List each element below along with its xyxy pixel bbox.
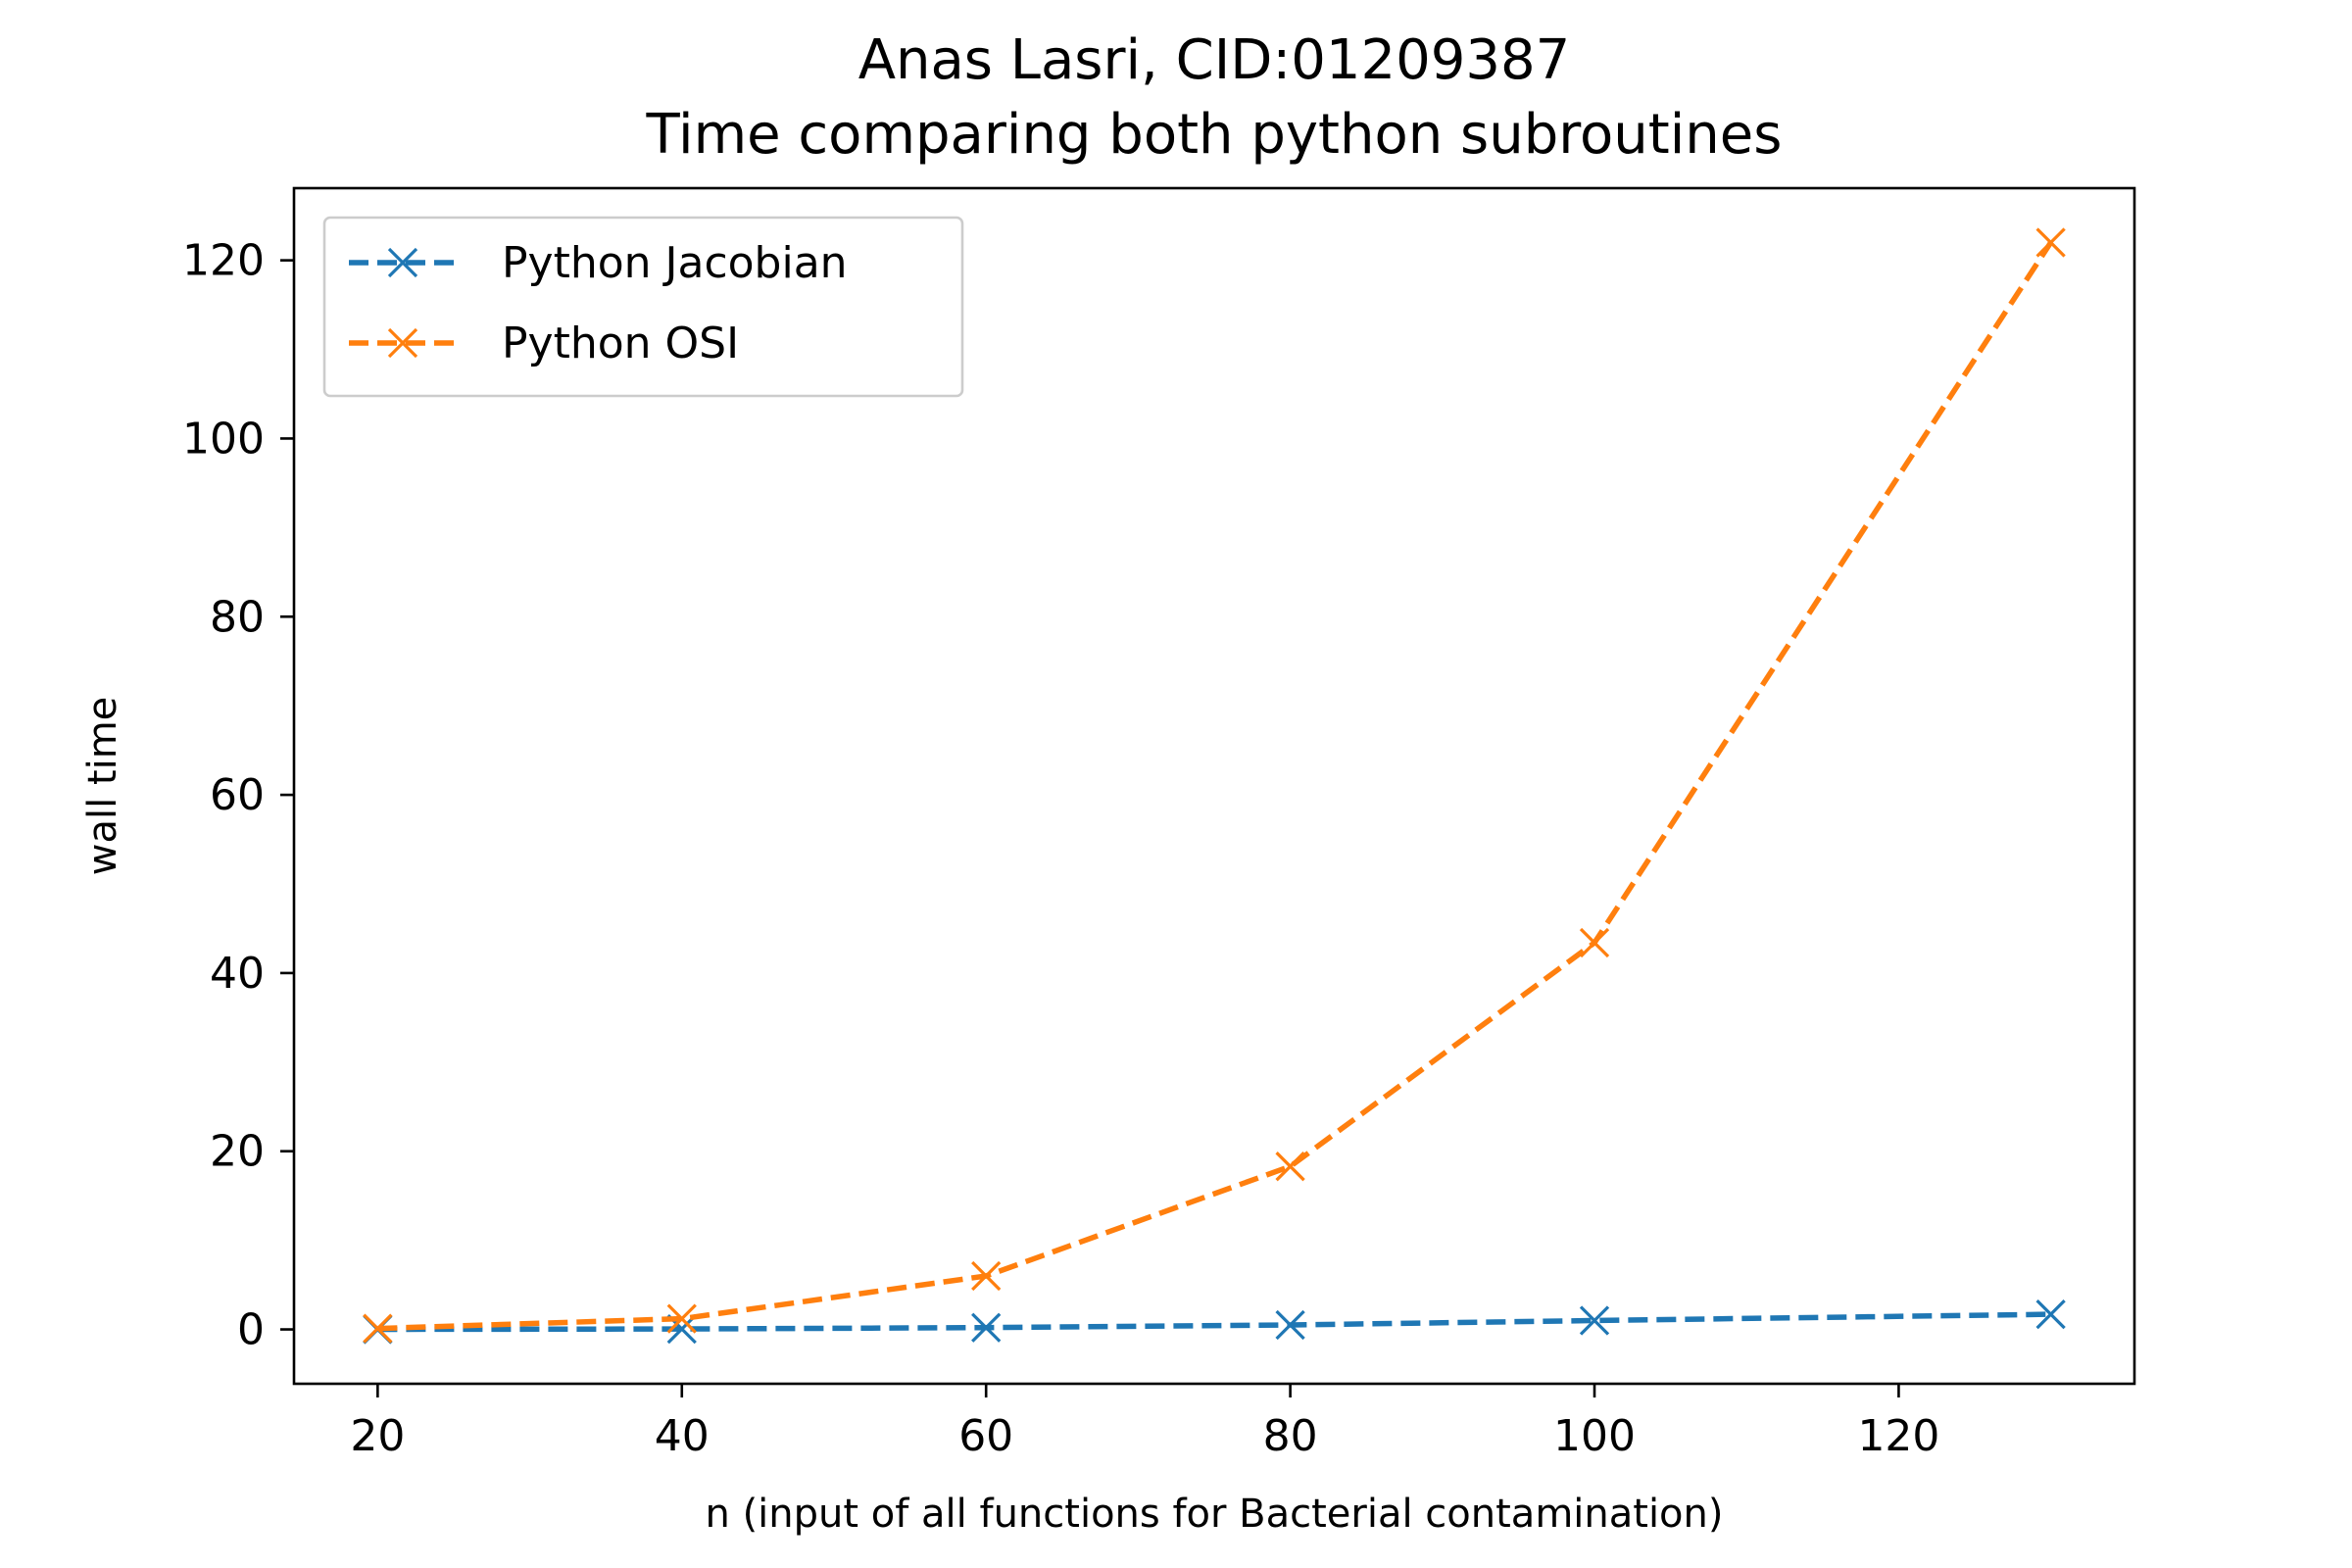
legend-marker	[387, 247, 418, 278]
y-tick-label: 100	[182, 414, 265, 464]
chart-title-line-1: Anas Lasri, CID:01209387	[858, 28, 1571, 92]
chart-title-line-2: Time comparing both python subroutines	[646, 103, 1783, 167]
x-tick-label: 20	[350, 1411, 405, 1461]
x-tick-label: 40	[655, 1411, 710, 1461]
y-tick-label: 80	[210, 592, 265, 642]
x-tick-label: 80	[1263, 1411, 1318, 1461]
legend-marker	[387, 327, 418, 359]
data-point-marker	[2035, 1298, 2066, 1330]
data-point-marker	[971, 1260, 1002, 1292]
y-tick-label: 20	[210, 1127, 265, 1177]
series-layer	[363, 227, 2066, 1345]
data-point-marker	[666, 1303, 697, 1334]
data-point-marker	[971, 1312, 1002, 1343]
y-axis-label: wall time	[80, 697, 125, 876]
series-line-1	[377, 1311, 2051, 1333]
x-axis-ticks: 20 40 60 80 100 120	[350, 1384, 1939, 1461]
y-tick-label: 40	[210, 949, 265, 999]
x-tick-label: 60	[958, 1411, 1013, 1461]
legend-box	[322, 216, 964, 398]
legend-label-1: Python Jacobian	[502, 238, 848, 288]
y-tick-label: 60	[210, 770, 265, 820]
data-point-marker	[1579, 1305, 1610, 1336]
x-axis-label: n (input of all functions for Bacterial …	[706, 1492, 1724, 1537]
data-point-marker	[1275, 1309, 1305, 1341]
y-tick-label: 120	[182, 236, 265, 286]
plot-area-frame	[292, 186, 2136, 1386]
data-point-marker	[1275, 1152, 1305, 1182]
legend-label-2: Python OSI	[502, 318, 739, 368]
data-point-marker	[2035, 227, 2066, 258]
x-tick-label: 120	[1857, 1411, 1939, 1461]
data-point-marker	[1579, 927, 1610, 958]
legend: Python Jacobian Python OSI	[322, 216, 964, 398]
x-tick-label: 100	[1553, 1411, 1636, 1461]
data-point-marker	[363, 1313, 393, 1344]
y-axis-ticks: 0 20 40 60 80 100 120	[182, 236, 294, 1355]
series-line-2	[377, 240, 2053, 1332]
y-tick-label: 0	[237, 1305, 265, 1355]
